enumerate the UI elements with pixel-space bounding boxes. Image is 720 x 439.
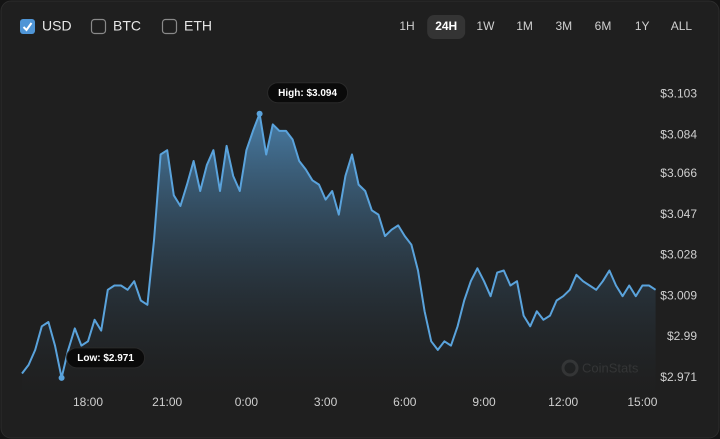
high-marker [256, 110, 263, 117]
checkbox[interactable] [90, 18, 107, 35]
currency-label[interactable]: BTC [113, 18, 141, 34]
x-tick-label: 6:00 [393, 395, 417, 409]
range-button[interactable]: ALL [671, 19, 693, 33]
x-tick-label: 0:00 [235, 395, 259, 409]
y-tick-label: $3.084 [660, 127, 697, 141]
y-tick-label: $2.99 [667, 329, 697, 343]
price-line [21, 112, 657, 379]
x-tick-label: 3:00 [314, 395, 338, 409]
y-tick-label: $3.028 [660, 248, 697, 262]
low-pill [66, 347, 146, 369]
y-tick-label: $3.066 [660, 166, 697, 180]
range-button[interactable]: 3M [555, 19, 572, 33]
x-tick-label: 18:00 [73, 395, 103, 409]
y-tick-label: $3.009 [660, 288, 697, 302]
y-tick-label: $3.103 [660, 87, 697, 101]
area-fill [22, 113, 656, 395]
high-pill [267, 82, 349, 104]
range-button[interactable]: 1H [399, 19, 414, 33]
range-button[interactable]: 1M [516, 19, 533, 33]
x-tick-label: 9:00 [472, 395, 496, 409]
checkbox[interactable] [20, 19, 35, 34]
check-mark [22, 22, 33, 32]
checkbox[interactable] [161, 18, 178, 35]
x-tick-label: 12:00 [548, 395, 578, 409]
range-button[interactable]: 6M [595, 19, 612, 33]
y-tick-label: $2.971 [660, 370, 697, 384]
range-button[interactable]: 1Y [635, 19, 650, 33]
range-button[interactable]: 1W [476, 19, 495, 33]
range-active-bg [427, 15, 466, 39]
low-label: Low: $2.971 [77, 353, 134, 364]
currency-label[interactable]: ETH [184, 18, 212, 34]
x-tick-label: 21:00 [152, 395, 182, 409]
low-marker [58, 374, 65, 381]
x-tick-label: 15:00 [627, 395, 657, 409]
y-tick-label: $3.047 [660, 207, 697, 221]
range-button[interactable]: 24H [435, 19, 457, 33]
high-label: High: $3.094 [278, 88, 337, 99]
currency-label[interactable]: USD [42, 18, 72, 34]
